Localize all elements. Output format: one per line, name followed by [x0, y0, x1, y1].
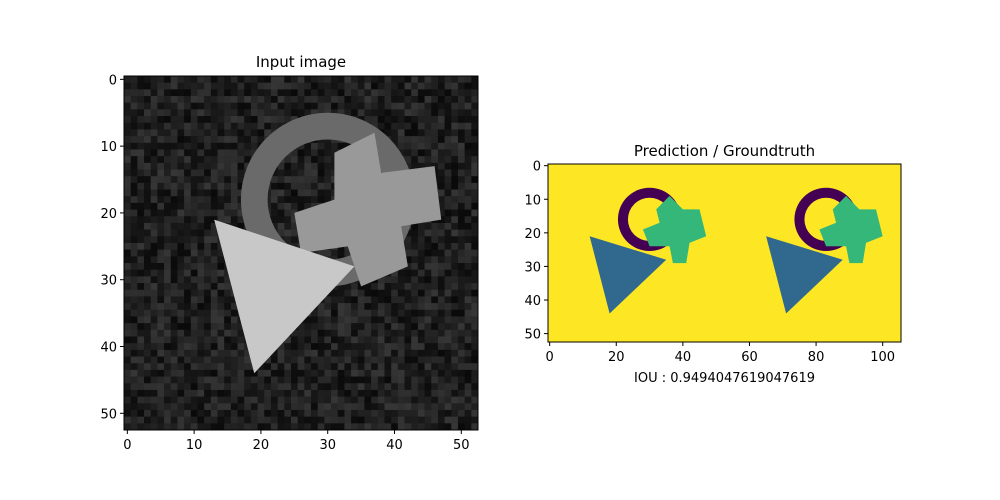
prediction-groundtruth-xtick-label: 80 — [808, 350, 825, 365]
input-image-xtick-label: 40 — [386, 438, 403, 453]
input-image-axes: Input image 0 10 20 30 40 50 0 10 20 30 40 50 — [100, 53, 479, 453]
input-image-xtick-label: 10 — [186, 438, 203, 453]
prediction-groundtruth-frame — [547, 163, 902, 343]
prediction-groundtruth-title: Prediction / Groundtruth — [634, 142, 815, 160]
prediction-groundtruth-axes: Prediction / Groundtruth 0 20 40 60 80 100 0 1… — [524, 142, 902, 386]
input-image-frame — [123, 75, 479, 431]
prediction-cross-shape — [642, 195, 707, 264]
prediction-groundtruth-ytick-label: 20 — [524, 227, 541, 242]
input-image-y-ticks: 0 10 20 30 40 50 — [100, 73, 124, 422]
groundtruth-mask — [766, 187, 883, 314]
input-image-xtick-label: 30 — [319, 438, 336, 453]
prediction-groundtruth-xtick-label: 60 — [741, 350, 758, 365]
input-image-shapes — [214, 112, 442, 374]
input-image-ytick-label: 30 — [100, 274, 117, 289]
prediction-groundtruth-xtick-label: 40 — [675, 350, 692, 365]
prediction-triangle-shape — [589, 236, 667, 314]
input-image-xtick-label: 0 — [123, 438, 131, 453]
prediction-groundtruth-xtick-label: 20 — [608, 350, 625, 365]
groundtruth-cross-shape — [819, 195, 883, 264]
input-image-title: Input image — [256, 53, 346, 71]
prediction-groundtruth-shapes — [589, 187, 883, 314]
prediction-groundtruth-ytick-label: 40 — [524, 294, 541, 309]
prediction-groundtruth-x-ticks: 0 20 40 60 80 100 — [546, 342, 895, 365]
prediction-groundtruth-xtick-label: 0 — [546, 350, 554, 365]
prediction-groundtruth-ytick-label: 30 — [524, 260, 541, 275]
prediction-mask — [589, 187, 707, 314]
input-image-x-ticks: 0 10 20 30 40 50 — [123, 430, 470, 453]
prediction-groundtruth-ytick-label: 10 — [524, 193, 541, 208]
input-image-ytick-label: 0 — [109, 73, 117, 88]
groundtruth-triangle-shape — [766, 236, 843, 314]
input-triangle-shape — [214, 219, 355, 374]
input-cross-shape — [294, 132, 442, 287]
input-image-xtick-label: 50 — [453, 438, 470, 453]
input-image-ytick-label: 40 — [100, 341, 117, 356]
input-image-xtick-label: 20 — [253, 438, 270, 453]
input-image-ytick-label: 20 — [100, 207, 117, 222]
iou-label: IOU : 0.9494047619047619 — [634, 371, 815, 386]
prediction-groundtruth-ytick-label: 50 — [524, 328, 541, 343]
input-image-ytick-label: 10 — [100, 140, 117, 155]
prediction-groundtruth-xtick-label: 100 — [870, 350, 895, 365]
input-image-ytick-label: 50 — [100, 407, 117, 422]
prediction-groundtruth-y-ticks: 0 10 20 30 40 50 — [524, 160, 548, 343]
prediction-groundtruth-ytick-label: 0 — [533, 160, 541, 175]
